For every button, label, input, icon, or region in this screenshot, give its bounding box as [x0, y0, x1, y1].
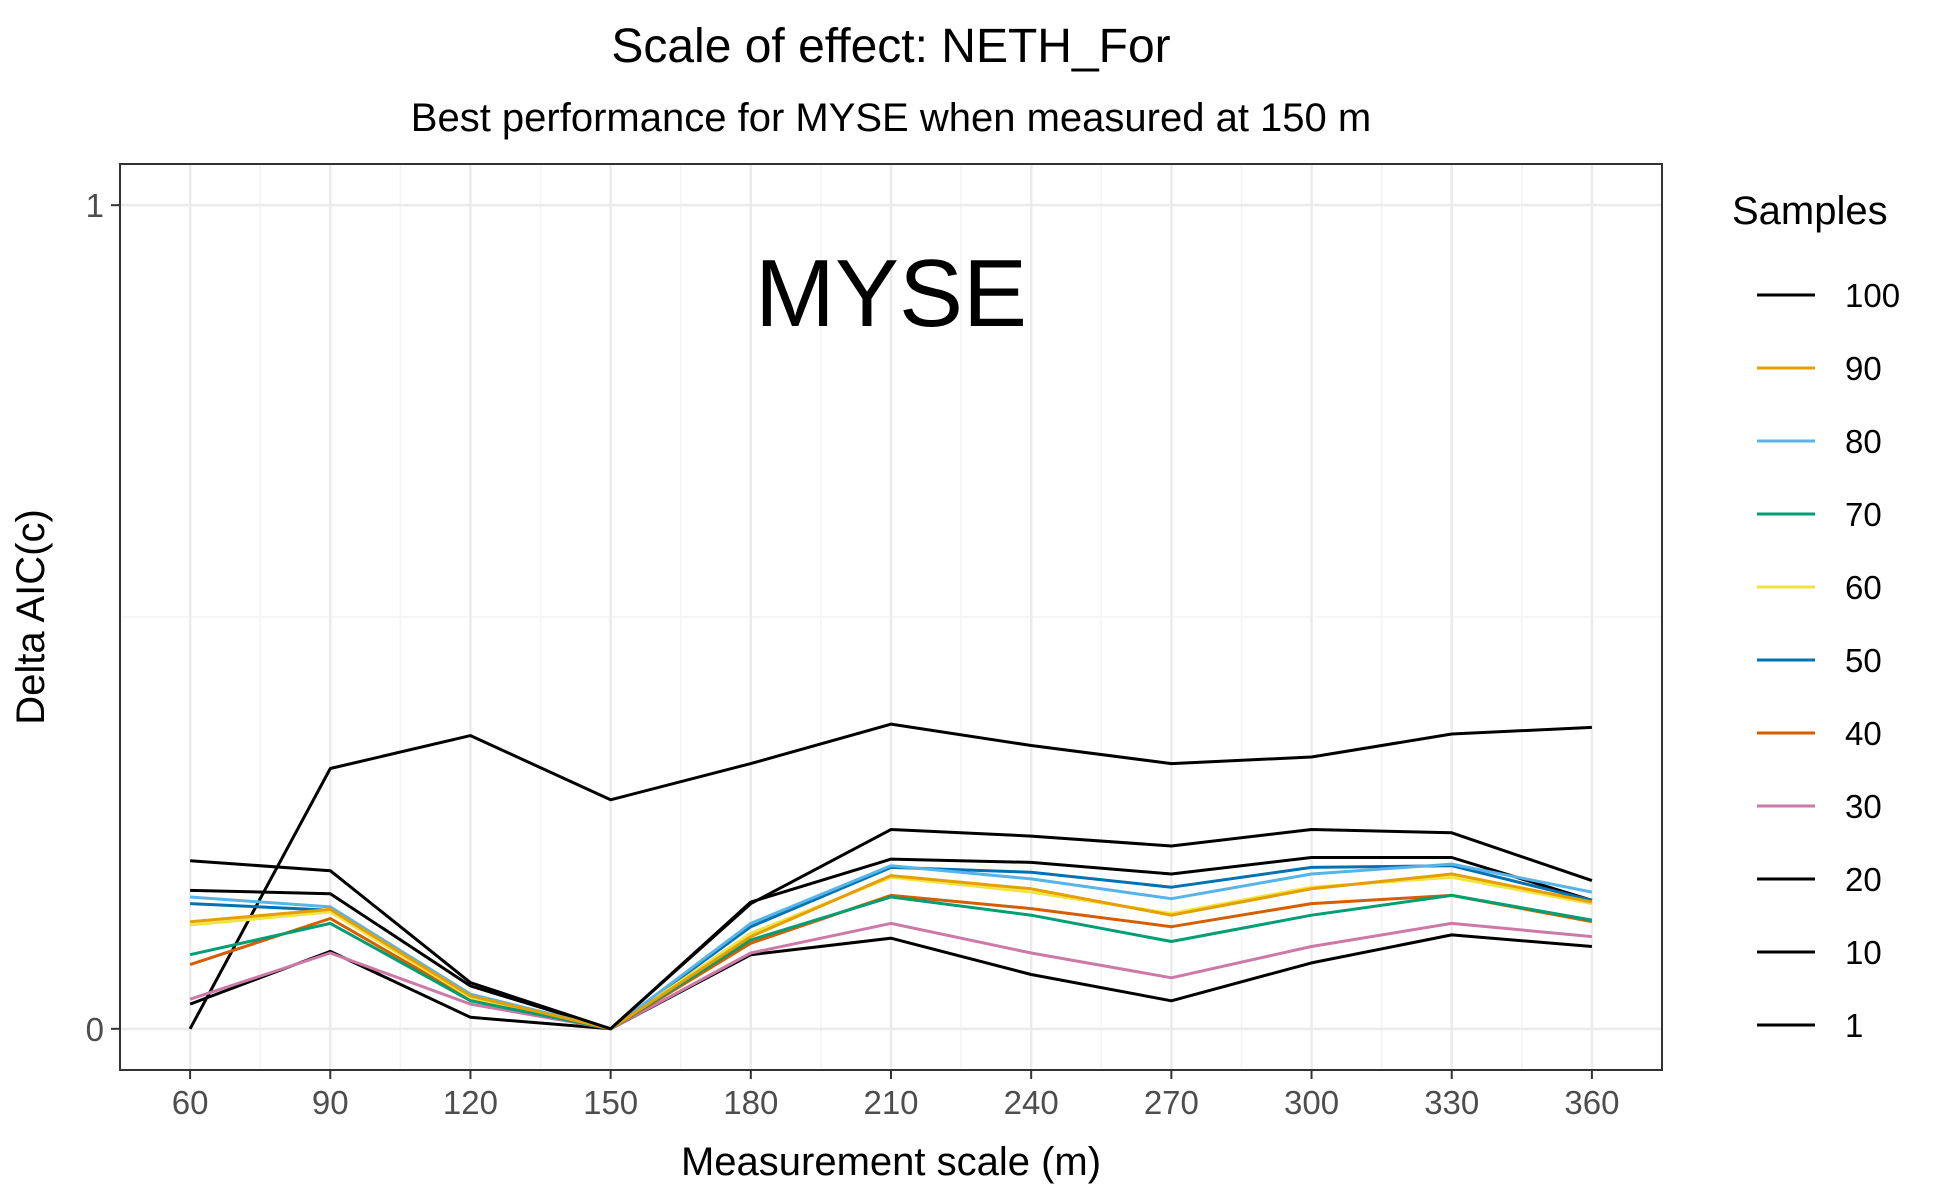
legend-label: 60 [1845, 569, 1882, 606]
series-line-80 [189, 862, 1593, 1031]
x-axis-title: Measurement scale (m) [681, 1140, 1101, 1184]
legend-item: 20 [1757, 861, 1882, 898]
legend-label: 70 [1845, 496, 1882, 533]
legend-label: 10 [1845, 934, 1882, 971]
x-tick-label: 300 [1284, 1084, 1339, 1121]
series-line-70 [189, 893, 1593, 1031]
x-tick-label: 240 [1004, 1084, 1059, 1121]
legend-item: 60 [1757, 569, 1882, 606]
legend: Samples 100 90 80 70 60 50 40 30 20 10 1 [1732, 189, 1900, 1044]
legend-label: 100 [1845, 277, 1900, 314]
legend-item: 70 [1757, 496, 1882, 533]
x-tick-label: 60 [172, 1084, 209, 1121]
x-tick-label: 330 [1424, 1084, 1479, 1121]
legend-item: 80 [1757, 423, 1882, 460]
panel-annotation: MYSE [755, 240, 1027, 347]
x-tick-label: 90 [312, 1084, 349, 1121]
chart-title: Scale of effect: NETH_For [611, 20, 1170, 73]
y-axis-title: Delta AIC(c) [9, 509, 53, 725]
legend-label: 90 [1845, 350, 1882, 387]
chart-subtitle: Best performance for MYSE when measured … [411, 96, 1371, 140]
series-line-20 [190, 856, 1593, 1031]
x-tick-label: 150 [583, 1084, 638, 1121]
axis-ticks: 60 90 120 150 180 210 240 270 300 330 360 0 1 [86, 187, 1620, 1121]
y-tick-label: 1 [86, 187, 104, 224]
legend-item: 30 [1757, 788, 1882, 825]
legend-title: Samples [1732, 189, 1888, 233]
series-line-30 [189, 921, 1593, 1031]
series-line-100 [189, 828, 1593, 1031]
series-line-10 [189, 933, 1593, 1031]
legend-item: 50 [1757, 642, 1882, 679]
legend-item: 40 [1757, 715, 1882, 752]
y-tick-label: 0 [86, 1011, 104, 1048]
legend-item: 90 [1757, 350, 1882, 387]
legend-label: 1 [1845, 1007, 1863, 1044]
legend-items: 100 90 80 70 60 50 40 30 20 10 1 [1757, 277, 1900, 1044]
x-tick-label: 180 [723, 1084, 778, 1121]
legend-item: 100 [1757, 277, 1900, 314]
series-line-90 [189, 872, 1593, 1031]
x-tick-label: 120 [443, 1084, 498, 1121]
legend-label: 30 [1845, 788, 1882, 825]
series-line-1 [188, 722, 1592, 1030]
legend-label: 50 [1845, 642, 1882, 679]
x-tick-label: 270 [1144, 1084, 1199, 1121]
legend-label: 40 [1845, 715, 1882, 752]
legend-item: 10 [1757, 934, 1882, 971]
legend-item: 1 [1757, 1007, 1863, 1044]
x-tick-label: 360 [1564, 1084, 1619, 1121]
x-tick-label: 210 [863, 1084, 918, 1121]
legend-label: 80 [1845, 423, 1882, 460]
legend-label: 20 [1845, 861, 1882, 898]
series-line-40 [189, 893, 1593, 1031]
series-lines [188, 722, 1593, 1031]
